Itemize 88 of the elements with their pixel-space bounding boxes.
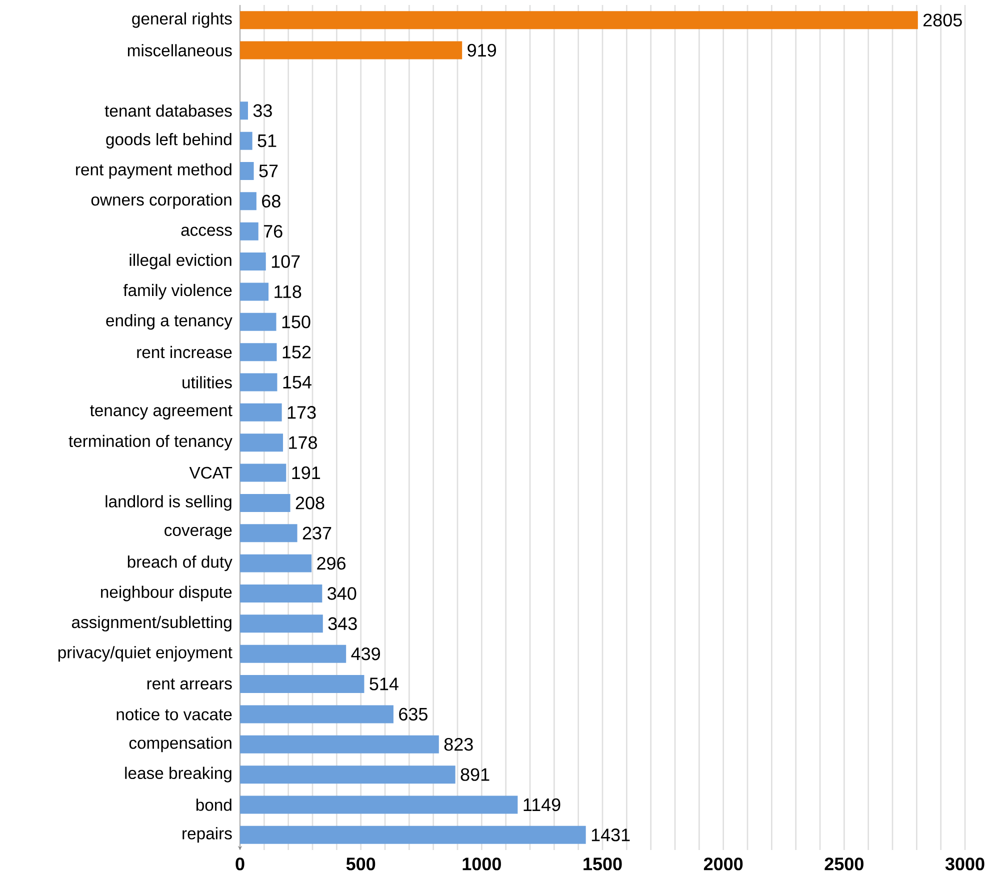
data-label: 891 xyxy=(460,768,490,781)
bar xyxy=(240,41,462,60)
x-tick-label: 2000 xyxy=(704,858,743,870)
y-tick-label: VCAT xyxy=(189,466,232,479)
data-label: 118 xyxy=(274,285,302,298)
y-tick-label: rent arrears xyxy=(147,678,232,690)
bar xyxy=(240,705,394,724)
bar xyxy=(240,162,254,180)
y-tick-label: general rights xyxy=(132,12,232,28)
data-label: 635 xyxy=(399,708,428,721)
bar xyxy=(240,403,282,422)
y-tick-label: ending a tenancy xyxy=(106,314,232,330)
y-tick-label: coverage xyxy=(164,526,232,540)
data-label: 823 xyxy=(444,738,473,751)
y-tick-label: utilities xyxy=(182,376,232,388)
data-label: 51 xyxy=(258,134,276,148)
y-tick-label: rent increase xyxy=(137,346,232,358)
data-label: 237 xyxy=(302,526,332,540)
data-label: 191 xyxy=(292,466,320,480)
y-tick-label: breach of duty xyxy=(128,556,232,572)
bar xyxy=(240,132,252,150)
bar xyxy=(240,614,323,633)
x-tick-label: 3000 xyxy=(945,858,984,870)
data-label: 68 xyxy=(262,194,280,208)
bar xyxy=(240,796,518,814)
y-tick-label: family violence xyxy=(123,284,232,300)
y-tick-label: compensation xyxy=(129,736,232,752)
y-tick-label: notice to vacate xyxy=(116,708,232,720)
x-tick-label: 1000 xyxy=(462,858,501,870)
bar xyxy=(240,373,278,392)
bar xyxy=(240,192,256,210)
bar xyxy=(240,524,298,542)
y-tick-label: owners corporation xyxy=(91,193,232,209)
data-label: 340 xyxy=(328,587,356,600)
data-label: 1149 xyxy=(524,798,560,812)
data-label: 343 xyxy=(328,617,357,630)
bar xyxy=(240,434,284,452)
y-tick-label: rent payment method xyxy=(76,163,232,179)
data-label: 2805 xyxy=(923,14,962,26)
bar xyxy=(240,102,248,120)
bar xyxy=(240,735,439,754)
y-tick-label: miscellaneous xyxy=(128,44,232,56)
bar xyxy=(240,644,346,663)
data-label: 178 xyxy=(289,436,317,449)
y-tick-label: bond xyxy=(196,798,232,811)
y-tick-label: neighbour dispute xyxy=(101,586,232,602)
data-label: 107 xyxy=(272,255,300,268)
y-tick-label: landlord is selling xyxy=(106,495,232,511)
data-label: 152 xyxy=(282,346,311,358)
y-tick-label: goods left behind xyxy=(106,133,232,149)
bar xyxy=(240,312,276,331)
data-label: 439 xyxy=(351,647,380,660)
y-tick-label: lease breaking xyxy=(125,766,232,782)
data-label: 150 xyxy=(282,316,310,328)
bar xyxy=(240,11,918,30)
y-tick-label: illegal eviction xyxy=(130,254,232,270)
bar xyxy=(240,675,364,694)
data-label: 57 xyxy=(259,164,278,178)
x-tick-label: 2500 xyxy=(824,858,864,870)
bar xyxy=(240,494,290,512)
data-label: 154 xyxy=(283,376,312,389)
data-label: 33 xyxy=(253,104,272,117)
data-label: 208 xyxy=(296,496,324,510)
y-tick-label: tenancy agreement xyxy=(90,405,232,420)
y-tick-label: tenant databases xyxy=(104,104,232,117)
bar xyxy=(240,826,586,844)
data-label: 919 xyxy=(468,44,496,57)
data-label: 1431 xyxy=(592,828,630,842)
y-tick-label: access xyxy=(181,226,232,236)
bar xyxy=(240,464,286,482)
y-tick-label: repairs xyxy=(182,827,232,843)
y-tick-label: privacy/quiet enjoyment xyxy=(58,646,232,662)
bar xyxy=(240,252,266,271)
x-tick-label: 500 xyxy=(346,858,376,870)
bar xyxy=(240,343,277,362)
bar xyxy=(240,766,456,784)
bar xyxy=(240,584,322,602)
x-tick-label: 0 xyxy=(236,858,244,870)
data-label: 296 xyxy=(317,556,346,570)
data-label: 173 xyxy=(288,406,316,419)
y-tick-label: assignment/subletting xyxy=(72,616,232,632)
bar xyxy=(240,554,312,572)
bar xyxy=(240,222,258,240)
y-tick-label: termination of tenancy xyxy=(68,434,232,450)
data-label: 76 xyxy=(264,224,282,238)
x-tick-label: 1500 xyxy=(584,858,622,870)
data-label: 514 xyxy=(370,678,398,690)
bar xyxy=(240,282,269,301)
